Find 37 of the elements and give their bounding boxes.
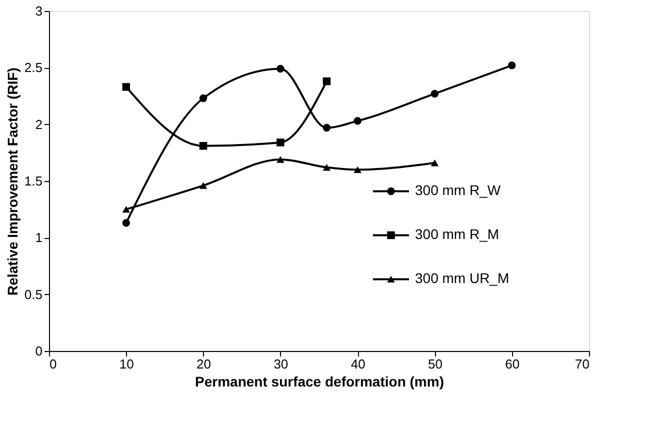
x-tick-label: 10 <box>119 356 134 372</box>
point <box>354 166 362 174</box>
point <box>430 160 439 166</box>
x-axis-title: Permanent surface deformation (mm) <box>195 374 444 390</box>
point <box>122 206 130 213</box>
y-tick-label: 1 <box>35 230 42 246</box>
point <box>199 142 208 150</box>
x-tick-label: 30 <box>274 356 288 372</box>
x-tick-label: 20 <box>196 356 212 372</box>
point <box>276 156 284 163</box>
y-tick-label: 0.5 <box>24 286 42 302</box>
x-tick-label: 60 <box>505 356 520 372</box>
legend-label: 300 mm UR_M <box>415 270 510 286</box>
x-tick-label: 70 <box>575 356 590 372</box>
point <box>354 117 362 125</box>
point <box>322 124 331 132</box>
y-axis-title: Relative Improvement Factor (RIF) <box>4 68 20 296</box>
point <box>508 62 516 70</box>
x-tick-label: 40 <box>350 356 366 372</box>
point <box>199 94 208 102</box>
point <box>430 90 439 98</box>
point <box>276 138 284 146</box>
y-tick-label: 0 <box>35 344 42 358</box>
y-tick-label: 2.5 <box>24 60 42 76</box>
x-tick-label: 50 <box>428 356 442 372</box>
point <box>122 83 130 91</box>
point <box>322 164 331 171</box>
point <box>276 64 284 73</box>
y-tick-label: 2 <box>35 116 42 132</box>
x-tick-label: 0 <box>50 356 57 372</box>
point <box>199 182 208 189</box>
point <box>122 219 130 227</box>
y-tick-label: 3 <box>35 4 42 18</box>
legend-label: 300 mm R_M <box>415 226 500 242</box>
point <box>322 77 331 86</box>
legend-label: 300 mm R_W <box>415 182 502 198</box>
y-tick-label: 1.5 <box>24 174 42 188</box>
